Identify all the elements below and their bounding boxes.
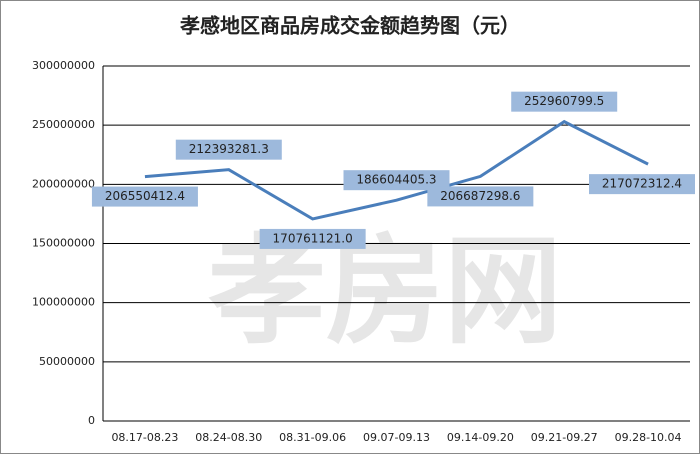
- chart: 孝感地区商品房成交金额趋势图（元） 孝房网 050000000100000000…: [0, 0, 700, 454]
- x-tick-label: 08.31-09.06: [279, 431, 346, 444]
- data-label: 170761121.0: [273, 231, 353, 245]
- data-label: 217072312.4: [602, 177, 682, 191]
- x-tick-label: 09.28-10.04: [615, 431, 682, 444]
- y-tick-label: 200000000: [32, 177, 95, 190]
- data-label: 212393281.3: [189, 142, 269, 156]
- x-tick-label: 08.24-08.30: [195, 431, 262, 444]
- x-tick-label: 09.07-09.13: [363, 431, 430, 444]
- x-tick-label: 09.14-09.20: [447, 431, 514, 444]
- chart-title: 孝感地区商品房成交金额趋势图（元）: [179, 14, 520, 38]
- y-tick-label: 100000000: [32, 296, 95, 309]
- y-tick-label: 300000000: [32, 59, 95, 72]
- data-label: 186604405.3: [356, 173, 436, 187]
- x-tick-label: 08.17-08.23: [111, 431, 178, 444]
- data-label: 252960799.5: [524, 94, 604, 108]
- y-tick-label: 250000000: [32, 118, 95, 131]
- y-tick-label: 0: [88, 414, 95, 427]
- data-label: 206550412.4: [105, 189, 185, 203]
- x-tick-label: 09.21-09.27: [531, 431, 598, 444]
- data-label: 206687298.6: [440, 189, 520, 203]
- y-tick-label: 50000000: [39, 355, 95, 368]
- y-tick-label: 150000000: [32, 237, 95, 250]
